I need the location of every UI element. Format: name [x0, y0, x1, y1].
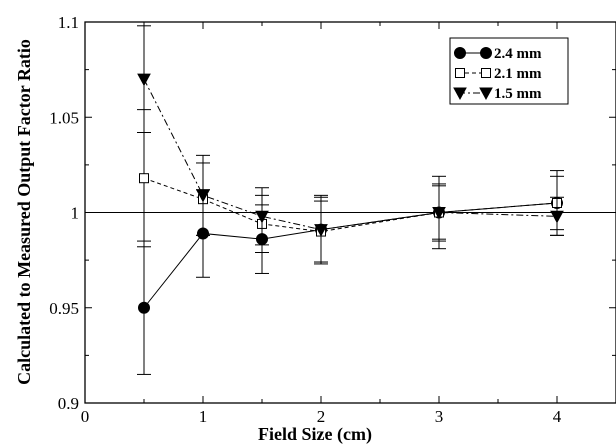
x-axis-ticks: 0 1 2 3 4: [81, 22, 562, 426]
x-tick-label: 2: [317, 407, 326, 426]
legend-marker: [481, 68, 491, 78]
y-tick-label: 0.9: [58, 394, 79, 413]
data-point: [255, 210, 269, 224]
data-point: [139, 173, 149, 184]
y-tick-label: 1.1: [58, 13, 79, 32]
y-axis-title: Calculated to Measured Output Factor Rat…: [14, 39, 34, 385]
data-point: [314, 224, 328, 237]
data-point: [432, 207, 446, 220]
x-tick-label: 3: [435, 407, 444, 426]
x-tick-label: 4: [553, 407, 562, 426]
y-tick-label: 0.95: [49, 299, 79, 318]
series-2: [137, 25, 564, 263]
data-point: [196, 189, 210, 203]
data-point: [550, 210, 564, 224]
x-tick-label: 1: [199, 407, 208, 426]
series-line: [143, 177, 558, 233]
legend-label: 2.1 mm: [494, 66, 542, 82]
series-layer: [137, 25, 564, 375]
legend-label: 2.4 mm: [494, 46, 542, 62]
legend-marker: [480, 47, 492, 59]
legend-marker: [455, 68, 465, 78]
data-point: [138, 301, 150, 314]
legend-marker: [453, 87, 467, 101]
x-tick-label: 0: [81, 407, 90, 426]
series-line: [143, 78, 558, 231]
series-1: [137, 109, 564, 263]
y-tick-label: 1.05: [49, 108, 79, 127]
data-point: [137, 73, 151, 87]
legend: 2.4 mm 2.1 mm 1.5 mm: [449, 37, 569, 105]
y-tick-label: 1: [71, 204, 80, 223]
y-axis-ticks: 0.9 0.95 1 1.05 1.1: [49, 13, 616, 413]
x-axis-title: Field Size (cm): [258, 424, 372, 444]
legend-marker: [454, 47, 466, 59]
legend-marker: [479, 87, 493, 101]
legend-label: 1.5 mm: [494, 86, 542, 102]
series-line: [143, 202, 558, 309]
